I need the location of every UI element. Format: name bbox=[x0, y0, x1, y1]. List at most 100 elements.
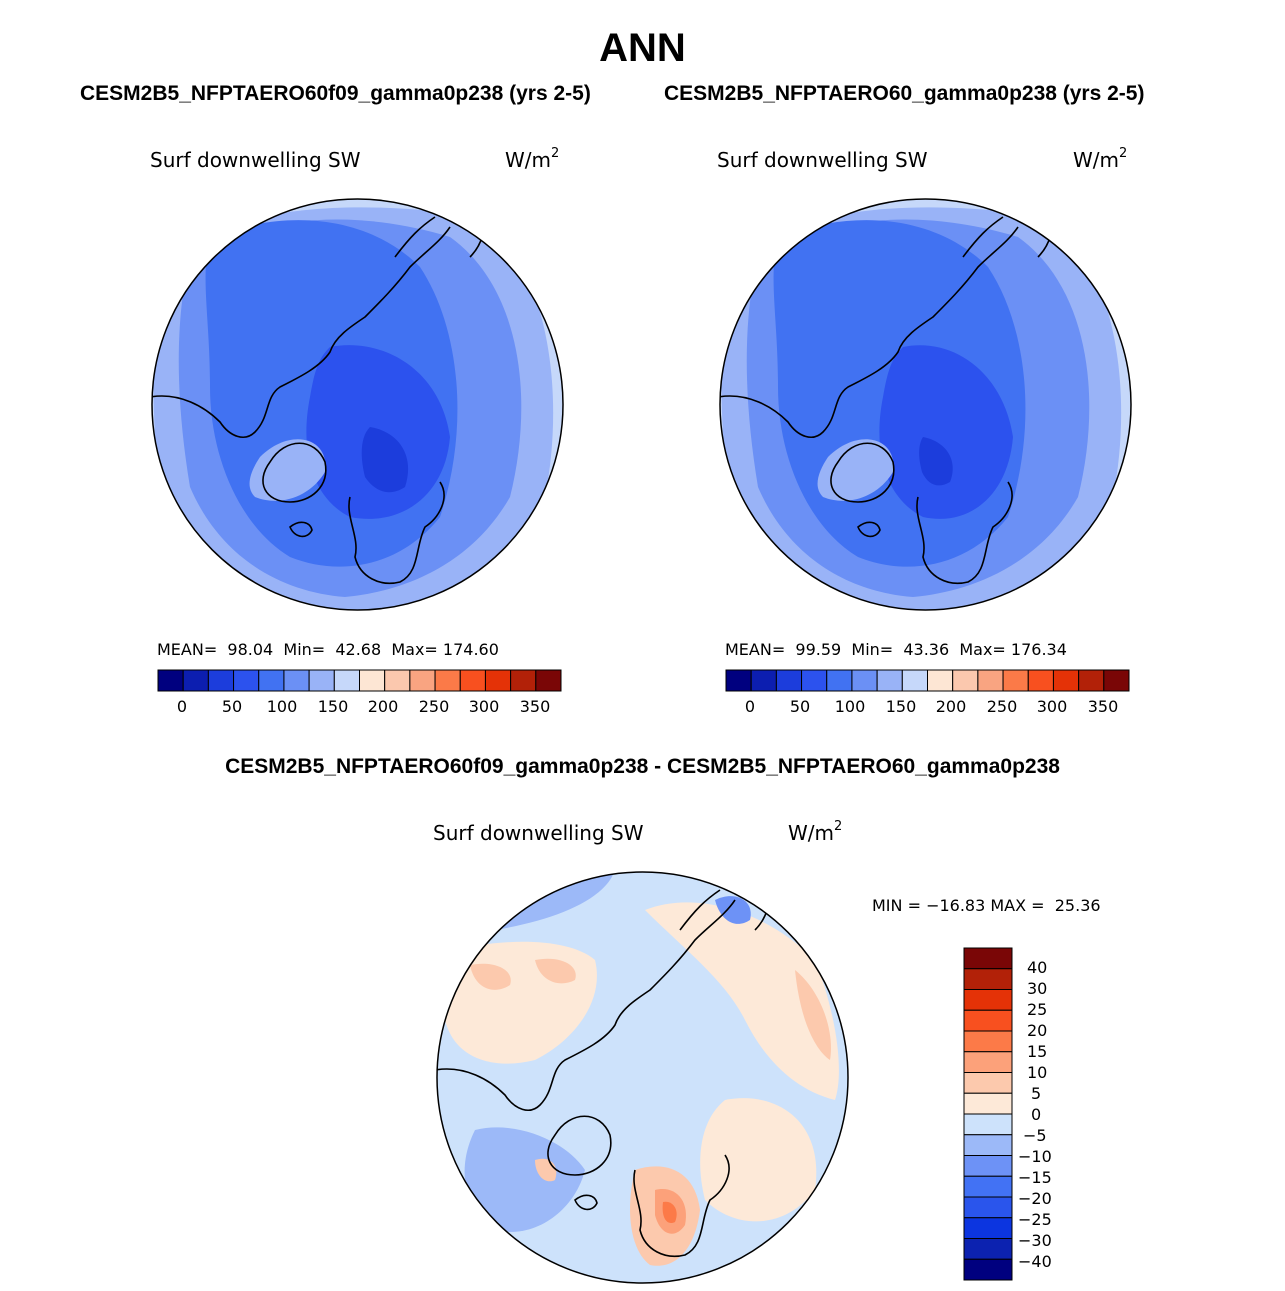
diff-colorbar-box-9 bbox=[963, 1134, 1013, 1156]
right-unit-label: W/m2 bbox=[1073, 146, 1128, 172]
figure-title: ANN bbox=[599, 26, 686, 70]
right-colorbar-box-15 bbox=[1103, 669, 1130, 692]
left-tick-300: 300 bbox=[468, 697, 500, 716]
left-map-band-darkest bbox=[361, 427, 409, 493]
right-colorbar-box-12 bbox=[1027, 669, 1054, 692]
right-colorbar-box-6 bbox=[876, 669, 903, 692]
diff-colorbar-box-11 bbox=[963, 1175, 1013, 1198]
right-tick-200: 200 bbox=[935, 697, 967, 716]
diff-tick-0: 0 bbox=[1031, 1105, 1042, 1124]
diff-tick-5: 5 bbox=[1031, 1084, 1042, 1103]
right-panel-case-title: CESM2B5_NFPTAERO60_gamma0p238 (yrs 2-5) bbox=[664, 82, 1145, 105]
right-colorbar-box-7 bbox=[901, 669, 928, 692]
right-map-band-darkest bbox=[919, 437, 953, 486]
left-tick-50: 50 bbox=[221, 697, 243, 716]
diff-colorbar-ticks: 40 30 25 20 15 10 5 0 −5 −10 −15 −20 −25… bbox=[1018, 947, 1088, 1281]
right-map-boundary bbox=[719, 198, 1132, 611]
right-colorbar-box-4 bbox=[826, 669, 853, 692]
left-polar-map bbox=[151, 198, 564, 611]
left-stats-line: MEAN= 98.04 Min= 42.68 Max= 174.60 bbox=[157, 640, 499, 659]
left-colorbar-box-8 bbox=[359, 669, 386, 692]
diff-map-neg-patch-1 bbox=[715, 896, 751, 924]
diff-polar-map bbox=[436, 871, 849, 1284]
left-colorbar-box-12 bbox=[459, 669, 486, 692]
left-colorbar-box-4 bbox=[258, 669, 285, 692]
left-map-boundary bbox=[151, 198, 564, 611]
diff-map-pos-patch-1 bbox=[470, 963, 511, 990]
right-colorbar-box-10 bbox=[977, 669, 1004, 692]
diff-colorbar bbox=[963, 947, 1013, 1281]
diff-tick-neg5: −5 bbox=[1023, 1126, 1047, 1145]
right-tick-50: 50 bbox=[789, 697, 811, 716]
diff-colorbar-box-4 bbox=[963, 1030, 1013, 1053]
left-tick-150: 150 bbox=[317, 697, 349, 716]
difference-case-title: CESM2B5_NFPTAERO60f09_gamma0p238 - CESM2… bbox=[225, 755, 1060, 778]
diff-tick-25: 25 bbox=[1027, 1000, 1048, 1019]
diff-map-boundary bbox=[436, 871, 849, 1284]
diff-tick-neg15: −15 bbox=[1018, 1168, 1052, 1187]
diff-map-neg-region-1 bbox=[464, 1127, 585, 1232]
right-tick-100: 100 bbox=[834, 697, 866, 716]
left-colorbar-box-14 bbox=[510, 669, 537, 692]
left-tick-200: 200 bbox=[367, 697, 399, 716]
right-map-band-darker bbox=[879, 345, 1013, 519]
right-tick-250: 250 bbox=[986, 697, 1018, 716]
left-colorbar-box-5 bbox=[283, 669, 310, 692]
diff-colorbar-box-15 bbox=[963, 1258, 1013, 1281]
left-colorbar-box-13 bbox=[484, 669, 512, 692]
left-tick-250: 250 bbox=[418, 697, 450, 716]
diff-colorbar-box-3 bbox=[963, 1009, 1013, 1032]
diff-colorbar-box-14 bbox=[963, 1238, 1013, 1260]
left-colorbar-box-2 bbox=[207, 669, 235, 692]
diff-minmax-text: MIN = −16.83 MAX = 25.36 bbox=[872, 896, 1101, 915]
left-colorbar-box-1 bbox=[182, 669, 209, 692]
diff-tick-30: 30 bbox=[1027, 979, 1048, 998]
diff-tick-neg40: −40 bbox=[1018, 1252, 1052, 1271]
right-colorbar-box-14 bbox=[1078, 669, 1105, 692]
diff-tick-neg10: −10 bbox=[1018, 1147, 1052, 1166]
left-colorbar-box-0 bbox=[157, 669, 184, 692]
left-colorbar-box-7 bbox=[333, 669, 360, 692]
right-max-label: Max= bbox=[959, 640, 1006, 659]
right-colorbar-box-3 bbox=[801, 669, 828, 692]
left-colorbar-ticks: 0 50 100 150 200 250 300 350 bbox=[157, 697, 562, 719]
right-tick-0: 0 bbox=[744, 697, 756, 716]
left-unit-label: W/m2 bbox=[505, 146, 560, 172]
diff-colorbar-box-7 bbox=[963, 1092, 1013, 1115]
diff-tick-neg30: −30 bbox=[1018, 1231, 1052, 1250]
diff-map-pos-region-3 bbox=[700, 1098, 817, 1222]
left-colorbar-box-10 bbox=[409, 669, 436, 692]
right-colorbar-box-1 bbox=[750, 669, 777, 692]
left-min-value: 42.68 bbox=[335, 640, 382, 659]
diff-map-pos-patch-3 bbox=[795, 970, 831, 1060]
right-colorbar-box-13 bbox=[1052, 669, 1080, 692]
left-colorbar-box-3 bbox=[233, 669, 260, 692]
right-min-value: 43.36 bbox=[903, 640, 950, 659]
left-greenland-region bbox=[249, 439, 326, 501]
diff-unit-label: W/m2 bbox=[788, 819, 843, 845]
right-tick-300: 300 bbox=[1036, 697, 1068, 716]
left-colorbar bbox=[157, 669, 562, 692]
diff-map-pos-patch-5 bbox=[662, 1201, 677, 1224]
diff-colorbar-box-10 bbox=[963, 1155, 1013, 1177]
left-colorbar-box-6 bbox=[308, 669, 335, 692]
right-colorbar-box-11 bbox=[1002, 669, 1029, 692]
right-mean-label: MEAN= bbox=[725, 640, 786, 659]
diff-colorbar-box-12 bbox=[963, 1196, 1013, 1219]
diff-colorbar-box-13 bbox=[963, 1217, 1013, 1239]
left-colorbar-box-11 bbox=[434, 669, 461, 692]
diff-tick-10: 10 bbox=[1027, 1063, 1048, 1082]
diff-tick-15: 15 bbox=[1027, 1042, 1048, 1061]
right-variable-label: Surf downwelling SW bbox=[717, 148, 928, 172]
diff-colorbar-box-1 bbox=[963, 968, 1013, 990]
left-tick-100: 100 bbox=[266, 697, 298, 716]
left-mean-value: 98.04 bbox=[227, 640, 274, 659]
right-mean-value: 99.59 bbox=[795, 640, 842, 659]
diff-colorbar-box-0 bbox=[963, 947, 1013, 970]
diff-tick-neg20: −20 bbox=[1018, 1189, 1052, 1208]
right-greenland-region bbox=[817, 439, 894, 501]
left-colorbar-box-15 bbox=[535, 669, 562, 692]
diff-map-pos-patch-2 bbox=[535, 958, 576, 984]
right-tick-150: 150 bbox=[885, 697, 917, 716]
diff-colorbar-box-2 bbox=[963, 989, 1013, 1011]
